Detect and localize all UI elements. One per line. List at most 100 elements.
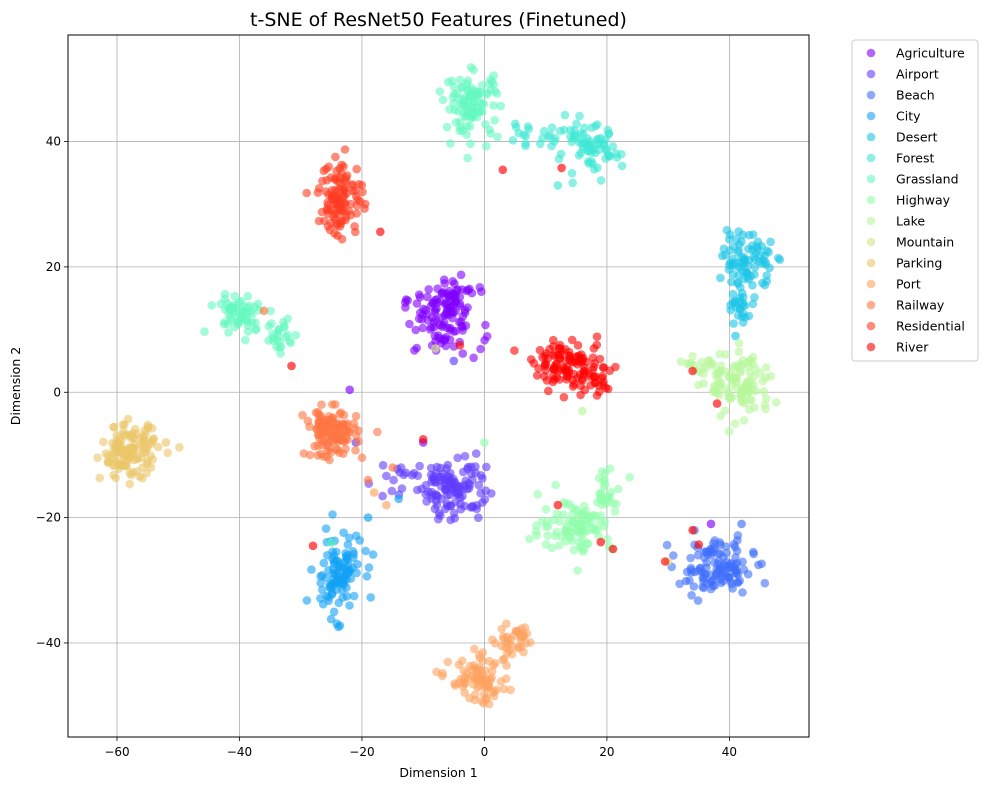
data-point: [382, 500, 391, 510]
data-point: [553, 181, 563, 190]
data-point: [573, 341, 583, 350]
data-point: [343, 550, 352, 560]
data-point: [241, 335, 250, 345]
data-point: [474, 480, 484, 490]
data-point: [711, 370, 720, 379]
data-point: [660, 557, 670, 566]
data-point: [580, 138, 590, 147]
data-point: [120, 420, 129, 429]
data-point: [511, 122, 521, 132]
data-point: [733, 531, 743, 540]
data-point: [721, 250, 730, 260]
data-point: [593, 163, 602, 172]
data-point: [340, 184, 350, 193]
data-point: [687, 591, 696, 600]
data-point: [481, 320, 490, 330]
data-point: [541, 360, 550, 369]
data-point: [129, 455, 138, 465]
data-point: [330, 578, 340, 587]
legend-marker: [866, 69, 876, 79]
legend-marker: [866, 216, 876, 226]
data-point: [469, 679, 478, 689]
data-point: [476, 106, 485, 116]
data-point: [498, 165, 508, 175]
data-point: [280, 321, 289, 331]
data-point: [573, 566, 582, 575]
data-point: [479, 689, 489, 699]
data-point: [432, 298, 442, 308]
data-point: [604, 492, 614, 502]
data-point: [334, 209, 343, 218]
data-point: [544, 386, 553, 396]
data-point: [369, 488, 379, 497]
data-point: [731, 553, 740, 562]
data-point: [128, 467, 138, 477]
data-point: [600, 517, 610, 526]
legend-marker: [866, 279, 876, 289]
data-point: [543, 531, 552, 540]
data-point: [241, 315, 251, 324]
data-point: [686, 565, 696, 575]
data-point: [415, 308, 425, 318]
data-point: [739, 416, 749, 425]
data-point: [99, 437, 108, 447]
data-point: [230, 291, 240, 301]
data-point: [588, 510, 598, 520]
data-point: [523, 122, 533, 131]
data-point: [341, 444, 350, 454]
data-point: [368, 550, 378, 559]
data-point: [343, 566, 353, 575]
data-point: [378, 491, 387, 501]
data-point: [234, 298, 244, 307]
data-point: [719, 552, 728, 562]
data-point: [745, 230, 754, 240]
data-point: [750, 262, 760, 272]
data-point: [459, 679, 469, 688]
data-point: [482, 332, 492, 341]
x-tick-label: 0: [481, 745, 489, 759]
data-point: [559, 510, 568, 519]
data-point: [363, 475, 373, 485]
series-river: [287, 163, 722, 566]
data-point: [729, 319, 738, 328]
data-point: [351, 411, 361, 421]
data-point: [281, 332, 291, 342]
data-point: [761, 404, 770, 414]
legend-label: Parking: [896, 256, 942, 271]
data-point: [560, 110, 570, 120]
data-point: [699, 379, 708, 388]
data-point: [490, 116, 500, 125]
data-point: [734, 347, 744, 357]
data-point: [328, 510, 337, 519]
data-point: [324, 162, 334, 171]
data-point: [551, 531, 560, 541]
grid-lines: [68, 35, 809, 737]
data-point: [329, 607, 339, 617]
data-point: [489, 101, 498, 110]
legend-label: Lake: [896, 214, 925, 229]
data-point: [739, 565, 749, 574]
data-point: [345, 601, 354, 610]
data-point: [351, 227, 360, 237]
plot-area: [67, 34, 810, 738]
data-point: [322, 176, 332, 185]
data-point: [507, 642, 517, 652]
data-point: [596, 133, 605, 143]
data-point: [442, 490, 452, 500]
data-point: [337, 216, 347, 225]
data-point: [590, 378, 600, 388]
data-point: [705, 356, 714, 366]
data-point: [363, 513, 373, 522]
data-point: [435, 87, 445, 96]
data-point: [735, 368, 745, 377]
data-point: [580, 363, 589, 372]
data-point: [716, 411, 725, 421]
data-point: [443, 477, 452, 486]
data-point: [579, 130, 588, 139]
data-point: [351, 531, 361, 540]
data-point: [608, 142, 618, 151]
scatter-points: [93, 63, 785, 709]
data-point: [109, 422, 118, 432]
x-tick-label: −40: [227, 745, 252, 759]
data-point: [545, 130, 555, 140]
